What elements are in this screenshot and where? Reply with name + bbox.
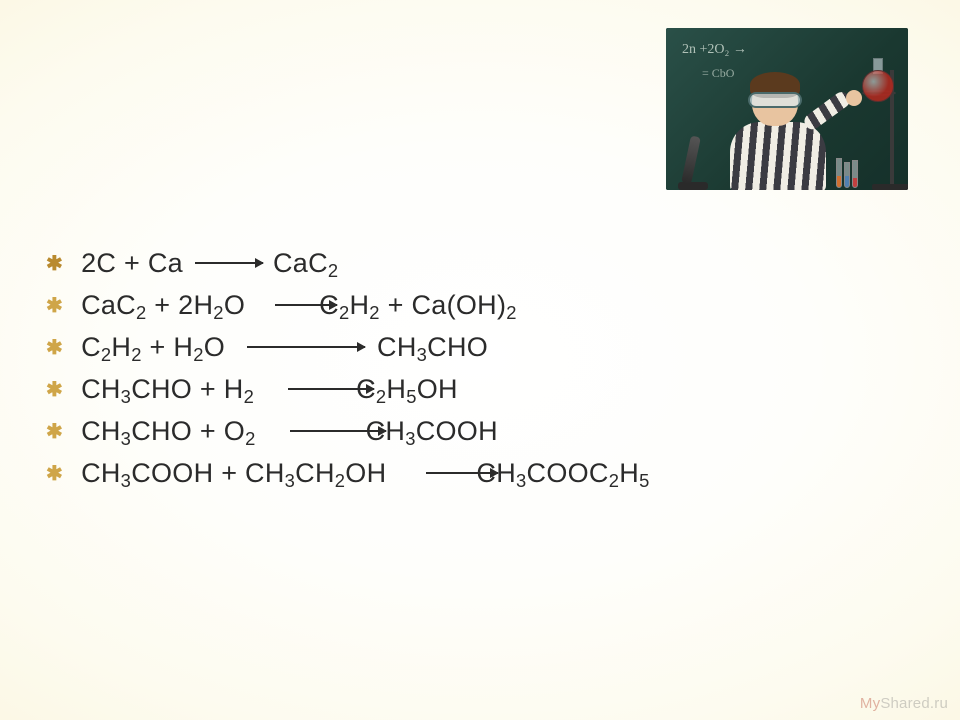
equation-lhs: CH3CHO + O2 <box>81 416 256 446</box>
equation-body: CH3CHO + H2C2H5OH <box>81 374 458 405</box>
bullet-icon: ✱ <box>46 419 63 444</box>
equation-line: ✱ 2C + Ca CaC2 <box>46 248 900 279</box>
chalk-text-1: 2n +2O₂ → <box>682 42 747 58</box>
reaction-arrow-icon <box>247 346 365 348</box>
equation-body: CH3COOH + CH3CH2OH CH3COOC2H5 <box>81 458 650 489</box>
safety-goggles <box>748 92 802 108</box>
microscope <box>672 128 714 190</box>
equation-lhs: CaC2 + 2H2O <box>81 290 245 320</box>
shirt <box>730 122 826 190</box>
equation-list: ✱ 2C + Ca CaC2 ✱ CaC2 + 2H2O C2H2 + Ca(OH)2 ✱ C… <box>46 248 900 500</box>
equation-rhs: C2H2 + Ca(OH)2 <box>319 290 517 320</box>
equation-rhs: CH3COOC2H5 <box>476 458 649 488</box>
equation-line: ✱ CH3CHO + H2C2H5OH <box>46 374 900 405</box>
equation-lhs: 2C + Ca <box>81 248 183 278</box>
equation-line: ✱ C2H2 + H2O CH3CHO <box>46 332 900 363</box>
test-tube <box>844 162 850 188</box>
corner-photo: 2n +2O₂ → = CbO <box>666 28 908 190</box>
equation-body: CaC2 + 2H2O C2H2 + Ca(OH)2 <box>81 290 517 321</box>
bullet-icon: ✱ <box>46 293 63 318</box>
equation-body: C2H2 + H2O CH3CHO <box>81 332 488 363</box>
reaction-arrow-icon <box>275 304 337 306</box>
equation-body: CH3CHO + O2CH3COOH <box>81 416 498 447</box>
equation-lhs: CH3CHO + H2 <box>81 374 254 404</box>
equation-line: ✱ CH3CHO + O2CH3COOH <box>46 416 900 447</box>
equation-rhs: CH3CHO <box>377 332 488 362</box>
watermark: MyShared.ru <box>860 695 948 712</box>
bullet-icon: ✱ <box>46 251 63 276</box>
test-tube <box>836 158 842 188</box>
reaction-arrow-icon <box>288 388 374 390</box>
watermark-prefix: My <box>860 695 880 712</box>
watermark-suffix: Shared.ru <box>880 695 948 712</box>
reaction-arrow-icon <box>426 472 498 474</box>
equation-lhs: C2H2 + H2O <box>81 332 225 362</box>
test-tube <box>852 160 858 188</box>
equation-lhs: CH3COOH + CH3CH2OH <box>81 458 386 488</box>
equation-line: ✱ CH3COOH + CH3CH2OH CH3COOC2H5 <box>46 458 900 489</box>
bullet-icon: ✱ <box>46 377 63 402</box>
bullet-icon: ✱ <box>46 461 63 486</box>
bullet-icon: ✱ <box>46 335 63 360</box>
equation-line: ✱ CaC2 + 2H2O C2H2 + Ca(OH)2 <box>46 290 900 321</box>
equation-body: 2C + Ca CaC2 <box>81 248 338 279</box>
child-figure <box>724 72 834 190</box>
reaction-arrow-icon <box>290 430 386 432</box>
slide: 2n +2O₂ → = CbO ✱ 2C + Ca CaC2 ✱ CaC2 + 2H2O… <box>0 0 960 720</box>
equation-rhs: CaC2 <box>273 248 338 278</box>
round-flask <box>862 58 892 100</box>
reaction-arrow-icon <box>195 262 263 264</box>
hand <box>846 90 862 106</box>
test-tubes <box>836 154 858 188</box>
